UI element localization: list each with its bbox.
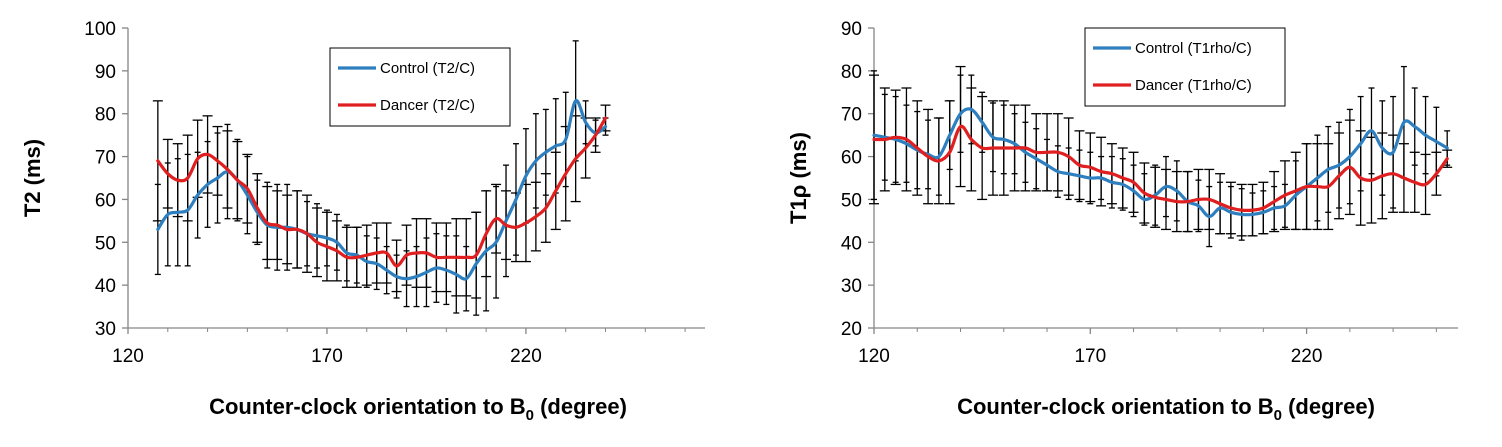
y-tick-label: 70 [95, 148, 116, 169]
y-axis-title: T1ρ (ms) [786, 132, 811, 224]
legend-box [1084, 27, 1286, 107]
chart-panel-t2: 30 40 50 60 70 80 90 100 120 170 220 T2 (ms) Counter… [20, 19, 705, 424]
series-line-dancer [156, 116, 608, 268]
legend-box [329, 47, 511, 127]
y-tick-label: 90 [841, 19, 862, 40]
legend-label-control: Control (T2/C) [380, 60, 475, 77]
legend-label-dancer: Dancer (T2/C) [380, 97, 475, 114]
x-axis-title: Counter-clock orientation to B0 (degree) [209, 394, 627, 424]
x-tick-label: 220 [510, 346, 542, 367]
y-tick-label: 20 [841, 319, 862, 340]
y-axis-title: T2 (ms) [20, 139, 45, 217]
y-tick-label: 90 [95, 62, 116, 83]
x-tick-label: 220 [1291, 346, 1323, 367]
y-tick-label: 40 [841, 233, 862, 254]
x-tick-label: 120 [112, 346, 144, 367]
y-tick-label: 100 [84, 19, 116, 40]
x-tick-label: 170 [1074, 346, 1106, 367]
y-tick-label: 60 [841, 148, 862, 169]
legend-label-dancer: Dancer (T1rho/C) [1135, 77, 1252, 94]
y-tick-label: 80 [841, 62, 862, 83]
series-line-control [872, 107, 1449, 219]
y-tick-label: 70 [841, 105, 862, 126]
y-tick-label: 60 [95, 190, 116, 211]
chart-panel-t1rho: 20 30 40 50 60 70 80 90 120 170 220 T1ρ (ms) Counter… [786, 19, 1458, 424]
legend: Control (T2/C) Dancer (T2/C) [329, 47, 511, 127]
y-tick-label: 30 [841, 276, 862, 297]
x-axis-title: Counter-clock orientation to B0 (degree) [957, 394, 1375, 424]
x-tick-label: 120 [858, 346, 890, 367]
y-tick-label: 40 [95, 276, 116, 297]
y-tick-label: 30 [95, 319, 116, 340]
y-tick-label: 80 [95, 105, 116, 126]
x-tick-label: 170 [311, 346, 343, 367]
legend-label-control: Control (T1rho/C) [1135, 40, 1252, 57]
y-tick-label: 50 [841, 190, 862, 211]
y-tick-label: 50 [95, 233, 116, 254]
series-line-dancer [872, 124, 1449, 213]
legend: Control (T1rho/C) Dancer (T1rho/C) [1084, 27, 1286, 107]
